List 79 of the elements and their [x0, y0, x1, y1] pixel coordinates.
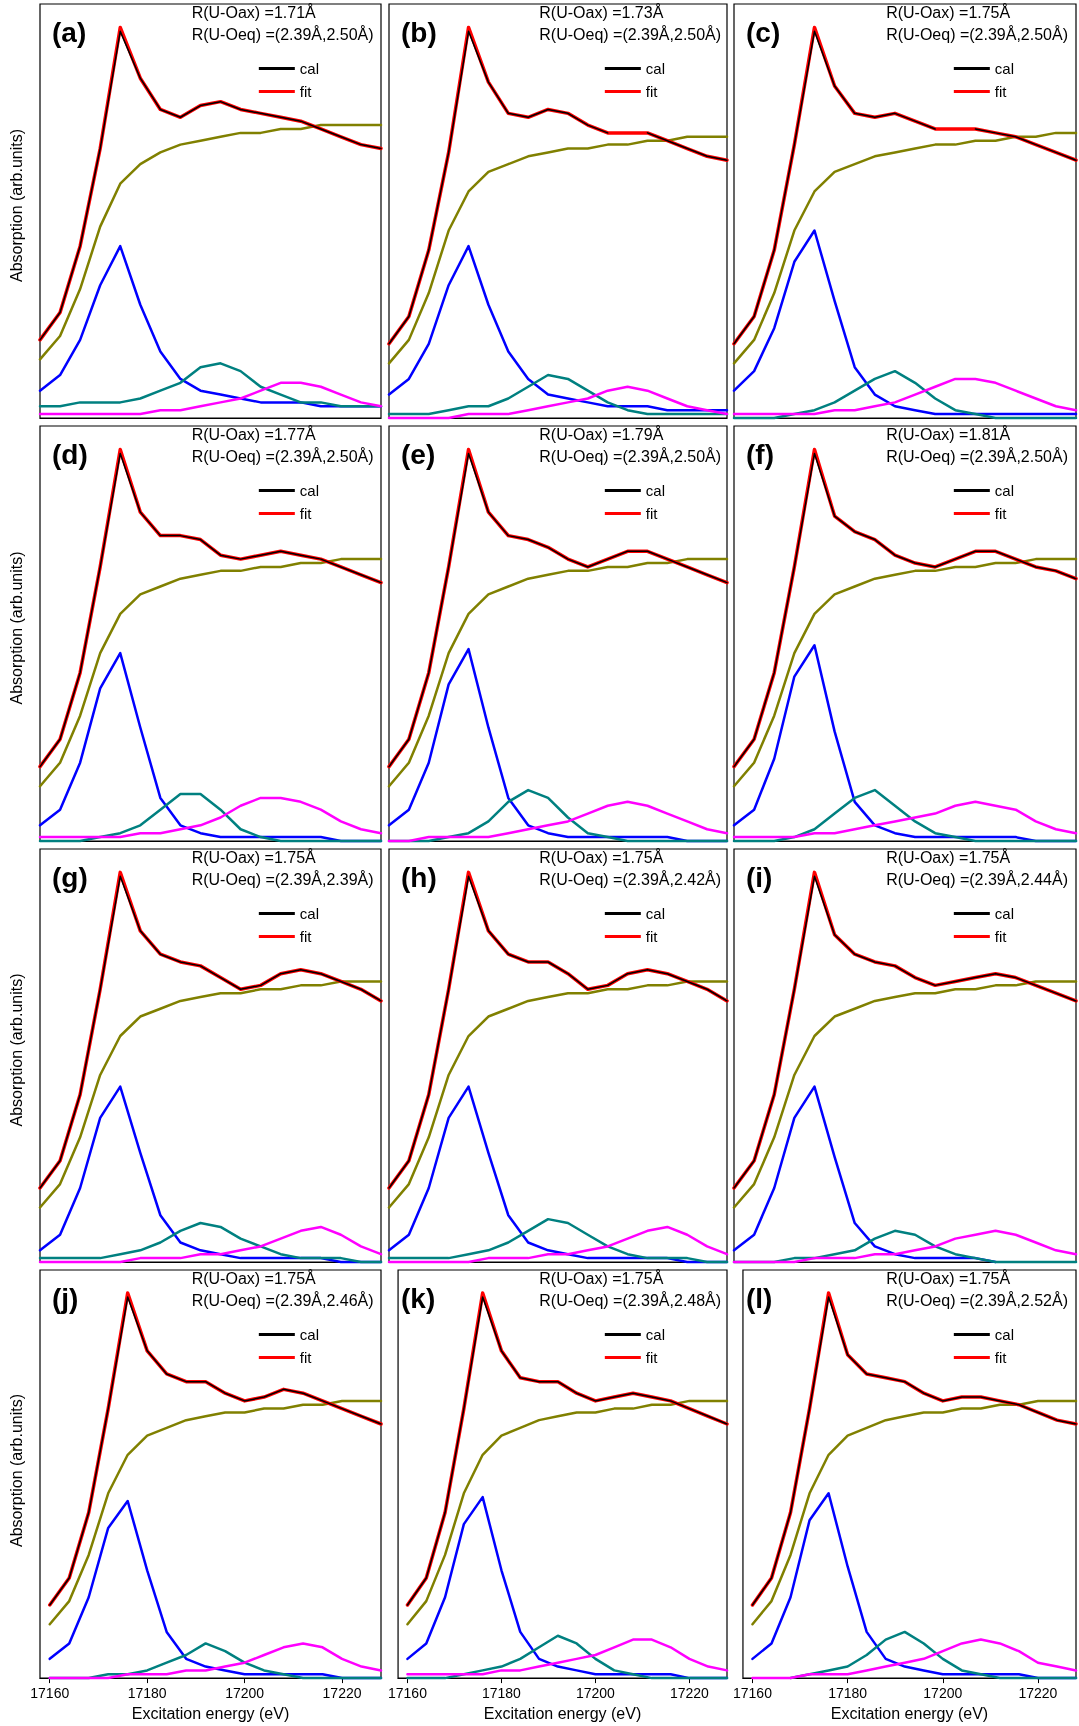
x-tick-label: 17180 [828, 1685, 868, 1702]
x-tick-label: 17200 [923, 1685, 963, 1702]
x-tick-label: 17220 [1018, 1685, 1058, 1702]
legend-label: fit [645, 83, 659, 100]
y-axis-title: Absorption (arb.units) [7, 128, 25, 282]
x-tick-label: 17220 [669, 1685, 710, 1702]
legend-label: cal [994, 905, 1015, 922]
x-tick-label: 17180 [127, 1685, 167, 1702]
annotation: (f) [746, 438, 774, 470]
text: R(U-Oax) =1.75Å [886, 847, 1011, 866]
annotation: R(U-Oeq) =(2.39Å,2.39Å) [191, 869, 374, 888]
legend-label: cal [994, 1326, 1015, 1343]
text: R(U-Oax) =1.75Å [539, 1268, 664, 1287]
text: R(U-Oax) =1.77Å [191, 424, 317, 443]
x-tick-label: 17160 [733, 1685, 773, 1702]
y-axis-title: Absorption (arb.units) [7, 551, 25, 705]
x-tick-label: 17200 [225, 1685, 265, 1702]
text: R(U-Oax) =1.71Å [191, 2, 317, 21]
y-axis-title: Absorption (arb.units) [7, 973, 25, 1127]
annotation: R(U-Oeq) =(2.39Å,2.52Å) [886, 1290, 1069, 1309]
annotation: (k) [401, 1282, 436, 1314]
legend-label: cal [994, 60, 1015, 77]
legend-label: cal [299, 482, 320, 499]
legend-label: fit [299, 83, 313, 100]
annotation: R(U-Oeq) =(2.39Å,2.46Å) [191, 1290, 374, 1309]
x-tick-label: 17180 [481, 1685, 522, 1702]
text: R(U-Oax) =1.79Å [539, 424, 664, 443]
annotation: R(U-Oeq) =(2.39Å,2.44Å) [886, 869, 1069, 888]
text: R(U-Oax) =1.75Å [886, 2, 1011, 21]
x-axis-title: Excitation energy (eV) [483, 1704, 642, 1722]
legend-label: fit [645, 1349, 659, 1366]
annotation: (c) [746, 16, 781, 48]
x-tick-label: 17160 [388, 1685, 428, 1702]
legend-label: fit [994, 505, 1008, 522]
text: R(U-Oax) =1.75Å [191, 1268, 317, 1287]
annotation: (a) [52, 16, 87, 48]
legend-label: cal [994, 482, 1015, 499]
annotation: (b) [401, 16, 437, 48]
annotation: R(U-Oeq) =(2.39Å,2.50Å) [539, 24, 722, 43]
annotation: (e) [401, 438, 436, 470]
annotation: R(U-Oeq) =(2.39Å,2.50Å) [886, 446, 1069, 465]
annotation: (j) [52, 1282, 79, 1314]
legend-label: cal [645, 60, 666, 77]
annotation: (h) [401, 861, 437, 893]
annotation: R(U-Oeq) =(2.39Å,2.50Å) [539, 446, 722, 465]
x-tick-label: 17160 [30, 1685, 70, 1702]
legend-label: fit [994, 83, 1008, 100]
annotation: R(U-Oeq) =(2.39Å,2.48Å) [539, 1290, 722, 1309]
legend-label: cal [645, 1326, 666, 1343]
text: R(U-Oax) =1.75Å [886, 1268, 1011, 1287]
legend-label: fit [299, 505, 313, 522]
annotation: R(U-Oeq) =(2.39Å,2.42Å) [539, 869, 722, 888]
annotation: (d) [52, 438, 88, 470]
legend-label: fit [645, 505, 659, 522]
annotation: R(U-Oeq) =(2.39Å,2.50Å) [191, 446, 374, 465]
annotation: R(U-Oeq) =(2.39Å,2.50Å) [191, 24, 374, 43]
x-tick-label: 17200 [575, 1685, 616, 1702]
legend-label: fit [299, 928, 313, 945]
legend-label: cal [299, 1326, 320, 1343]
text: R(U-Oax) =1.75Å [539, 847, 664, 866]
text: R(U-Oax) =1.81Å [886, 424, 1011, 443]
legend-label: fit [645, 928, 659, 945]
legend-label: cal [299, 60, 320, 77]
x-tick-label: 17220 [322, 1685, 362, 1702]
legend-label: cal [645, 482, 666, 499]
annotation: (g) [52, 861, 88, 893]
annotation: R(U-Oeq) =(2.39Å,2.50Å) [886, 24, 1069, 43]
annotation: (l) [746, 1282, 773, 1314]
y-axis-title: Absorption (arb.units) [7, 1393, 25, 1547]
text: R(U-Oax) =1.73Å [539, 2, 664, 21]
legend-label: fit [994, 1349, 1008, 1366]
legend-label: cal [645, 905, 666, 922]
x-axis-title: Excitation energy (eV) [830, 1704, 989, 1722]
legend-label: cal [299, 905, 320, 922]
annotation: (i) [746, 861, 773, 893]
text: R(U-Oax) =1.75Å [191, 847, 317, 866]
legend-label: fit [994, 928, 1008, 945]
legend-label: fit [299, 1349, 313, 1366]
x-axis-title: Excitation energy (eV) [131, 1704, 290, 1722]
